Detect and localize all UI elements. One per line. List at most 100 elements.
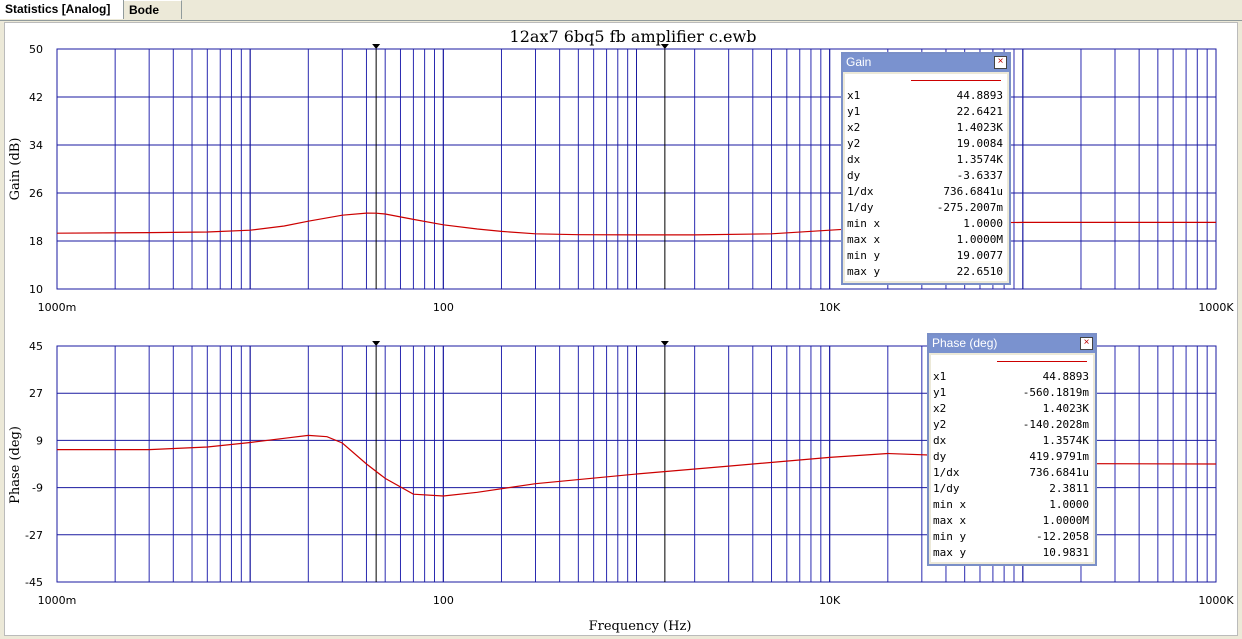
- phase-cursor-window-titlebar[interactable]: Phase (deg) ×: [929, 335, 1095, 353]
- y-tick-label: 50: [29, 43, 43, 56]
- y-tick-label: -27: [25, 529, 43, 542]
- readout-key: max y: [847, 265, 881, 278]
- readout-row: min y 19.0077: [847, 248, 1003, 264]
- readout-row: min x 1.0000: [933, 497, 1089, 513]
- readout-key: min y: [933, 530, 967, 543]
- y-tick-label: 26: [29, 187, 43, 200]
- y-tick-label: 10: [29, 283, 43, 296]
- readout-value: 19.0077: [956, 249, 1003, 262]
- readout-key: 1/dx: [933, 466, 960, 479]
- close-icon[interactable]: ×: [1080, 337, 1093, 350]
- readout-key: 1/dy: [933, 482, 960, 495]
- phase-y-axis-label: Phase (deg): [8, 426, 23, 504]
- readout-row: y2 -140.2028m: [933, 417, 1089, 433]
- readout-key: x1: [847, 89, 861, 102]
- y-tick-label: -9: [32, 482, 43, 495]
- readout-key: max y: [933, 546, 967, 559]
- readout-row: 1/dx 736.6841u: [847, 184, 1003, 200]
- x-axis-label: Frequency (Hz): [589, 619, 692, 634]
- tab-statistics-analog[interactable]: Statistics [Analog]: [0, 0, 124, 19]
- readout-row: x2 1.4023K: [847, 120, 1003, 136]
- phase-cursor-readout: x1 44.8893 y1 -560.1819m x2 1.4023K y2 -140.202…: [931, 355, 1093, 562]
- readout-value: 736.6841u: [943, 185, 1003, 198]
- cursor-1-handle[interactable]: [372, 341, 381, 346]
- readout-row: min x 1.0000: [847, 216, 1003, 232]
- x-tick-label: 1000m: [38, 301, 77, 314]
- readout-row: dx 1.3574K: [933, 433, 1089, 449]
- readout-key: min x: [847, 217, 881, 230]
- readout-row: dx 1.3574K: [847, 152, 1003, 168]
- tab-bar: Statistics [Analog] Bode: [0, 0, 1242, 21]
- readout-value: 1.0000M: [1042, 514, 1089, 527]
- readout-value: 1.4023K: [956, 121, 1003, 134]
- phase-cursor-window[interactable]: Phase (deg) × x1 44.8893 y1 -560.1819m x2 1.4…: [927, 333, 1097, 566]
- gain-cursor-readout: x1 44.8893 y1 22.6421 x2 1.4023K y2 19.0084 dx 1.…: [845, 74, 1007, 281]
- readout-value: -140.2028m: [1022, 418, 1089, 431]
- readout-row: y1 -560.1819m: [933, 385, 1089, 401]
- readout-key: x1: [933, 370, 947, 383]
- y-tick-label: 27: [29, 387, 43, 400]
- readout-value: -12.2058: [1036, 530, 1089, 543]
- readout-value: 736.6841u: [1029, 466, 1089, 479]
- phase-series-swatch: [997, 361, 1087, 362]
- x-tick-label: 100: [433, 301, 454, 314]
- readout-key: max x: [933, 514, 967, 527]
- cursor-2-handle[interactable]: [660, 341, 669, 346]
- x-tick-label: 1000K: [1198, 594, 1234, 607]
- readout-row: dy -3.6337: [847, 168, 1003, 184]
- gain-series-line: [56, 212, 1216, 236]
- gain-cursor-window-titlebar[interactable]: Gain ×: [843, 54, 1009, 72]
- readout-key: min x: [933, 498, 967, 511]
- plot-frame: [56, 48, 1217, 290]
- readout-value: 22.6510: [956, 265, 1003, 278]
- phase-cursor-window-title: Phase (deg): [932, 336, 998, 350]
- readout-value: -275.2007m: [936, 201, 1003, 214]
- x-tick-label: 10K: [819, 301, 841, 314]
- readout-value: 1.0000: [1049, 498, 1089, 511]
- gain-series-swatch: [911, 80, 1001, 81]
- readout-row: x1 44.8893: [847, 88, 1003, 104]
- readout-row: max y 22.6510: [847, 264, 1003, 280]
- readout-value: 2.3811: [1049, 482, 1089, 495]
- readout-key: max x: [847, 233, 881, 246]
- readout-row: y1 22.6421: [847, 104, 1003, 120]
- readout-row: x2 1.4023K: [933, 401, 1089, 417]
- readout-key: min y: [847, 249, 881, 262]
- readout-value: 419.9791m: [1029, 450, 1089, 463]
- gain-chart: 50 42 34 26 18 10 1000m 100 10K 1000K: [29, 43, 1234, 314]
- close-icon[interactable]: ×: [994, 56, 1007, 69]
- readout-row: y2 19.0084: [847, 136, 1003, 152]
- readout-row: 1/dy 2.3811: [933, 481, 1089, 497]
- x-tick-label: 1000m: [38, 594, 77, 607]
- readout-row: min y -12.2058: [933, 529, 1089, 545]
- readout-key: y1: [847, 105, 861, 118]
- y-tick-label: 9: [36, 434, 43, 447]
- y-tick-label: -45: [25, 576, 43, 589]
- cursor-2-handle[interactable]: [660, 44, 669, 49]
- readout-key: dx: [933, 434, 947, 447]
- readout-key: 1/dy: [847, 201, 874, 214]
- cursor-1-handle[interactable]: [372, 44, 381, 49]
- y-tick-label: 42: [29, 91, 43, 104]
- readout-value: 22.6421: [956, 105, 1003, 118]
- readout-key: x2: [847, 121, 861, 134]
- readout-key: dy: [847, 169, 861, 182]
- gain-cursor-window[interactable]: Gain × x1 44.8893 y1 22.6421 x2 1.4023K y2 19.0…: [841, 52, 1011, 285]
- gain-y-axis-label: Gain (dB): [8, 138, 23, 201]
- readout-value: 1.4023K: [1042, 402, 1089, 415]
- tab-bode[interactable]: Bode: [124, 0, 182, 19]
- readout-value: 44.8893: [956, 89, 1003, 102]
- readout-value: -560.1819m: [1022, 386, 1089, 399]
- readout-key: y2: [933, 418, 947, 431]
- y-tick-label: 34: [29, 139, 43, 152]
- readout-key: 1/dx: [847, 185, 874, 198]
- readout-value: -3.6337: [956, 169, 1003, 182]
- readout-row: max x 1.0000M: [847, 232, 1003, 248]
- readout-row: 1/dx 736.6841u: [933, 465, 1089, 481]
- readout-row: max y 10.9831: [933, 545, 1089, 561]
- x-tick-label: 10K: [819, 594, 841, 607]
- x-tick-label: 1000K: [1198, 301, 1234, 314]
- readout-value: 1.3574K: [1042, 434, 1089, 447]
- readout-value: 19.0084: [956, 137, 1003, 150]
- readout-value: 44.8893: [1042, 370, 1089, 383]
